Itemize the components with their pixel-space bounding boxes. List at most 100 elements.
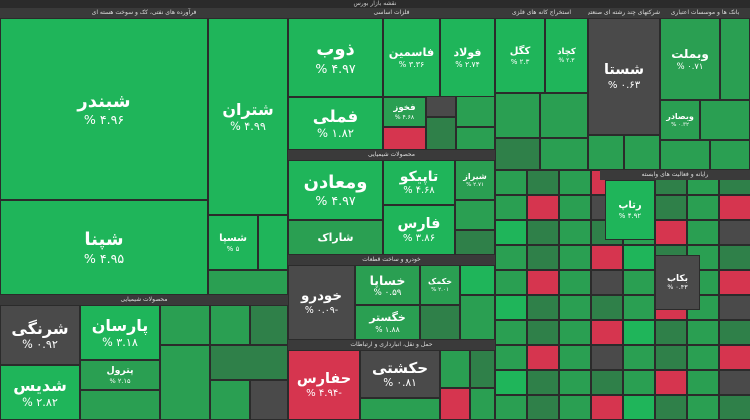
tile-symbol: فخوز	[393, 103, 416, 114]
tile-change: ۰.۹۲ %	[22, 338, 58, 352]
stock-tile	[420, 305, 460, 340]
stock-tile	[591, 370, 623, 395]
stock-tile: شسپا ۵ %	[208, 215, 258, 270]
stock-tile	[719, 220, 750, 245]
stock-tile	[527, 220, 559, 245]
stock-tile	[455, 200, 495, 230]
stock-tile	[527, 245, 559, 270]
stock-tile	[527, 270, 559, 295]
tile-symbol: شپنا	[84, 229, 124, 251]
stock-tile: وبملت ۰.۷۱ %	[660, 18, 720, 100]
stock-tile	[623, 395, 655, 420]
stock-tile	[210, 380, 250, 420]
stock-tile	[426, 117, 456, 150]
stock-tile	[460, 265, 495, 295]
stock-tile	[720, 18, 750, 100]
stock-tile	[208, 270, 288, 295]
tile-symbol: فاسمین	[388, 45, 435, 60]
tile-symbol: شاراک	[317, 230, 354, 244]
stock-tile: ومعادن ۴.۹۷ %	[288, 160, 383, 220]
stock-tile	[527, 195, 559, 220]
stock-tile	[687, 345, 719, 370]
stock-tile	[591, 345, 623, 370]
stock-tile: رتاپ ۴.۹۲ %	[605, 180, 655, 240]
stock-tile	[495, 295, 527, 320]
stock-tile: شبندر ۴.۹۶ %	[0, 18, 208, 200]
stock-tile	[527, 370, 559, 395]
stock-tile	[719, 395, 750, 420]
stock-tile: شیراز ۲.۷۱ %	[455, 160, 495, 200]
tile-change: ۴.۹۷ %	[315, 193, 356, 209]
stock-tile	[655, 195, 687, 220]
stock-tile	[258, 215, 288, 270]
tile-symbol: خگستر	[369, 311, 406, 325]
sector-header: حمل و نقل، انبارداری و ارتباطات	[288, 340, 495, 350]
stock-tile	[559, 395, 591, 420]
stock-tile: شاراک	[288, 220, 383, 255]
stock-tile	[719, 270, 750, 295]
stock-tile: شتران ۴.۹۹ %	[208, 18, 288, 215]
stock-tile: کچاد ۲.۳ %	[545, 18, 588, 93]
tile-symbol: کچاد	[557, 46, 576, 57]
tile-change: ۲.۷۴ %	[455, 59, 480, 69]
tile-change: ۰.۸۱ %	[383, 377, 417, 389]
stock-tile	[80, 390, 160, 420]
stock-tile	[559, 345, 591, 370]
stock-tile	[455, 230, 495, 255]
tile-change: ۰.۵۹ %	[373, 287, 402, 298]
stock-tile	[527, 295, 559, 320]
stock-tile: ذوب ۴.۹۷ %	[288, 18, 383, 97]
tile-change: ۰.۶۳ %	[607, 79, 641, 91]
stock-tile: خگستر ۱.۸۸ %	[355, 305, 420, 340]
tile-symbol: ومعادن	[303, 171, 368, 193]
stock-tile	[559, 295, 591, 320]
tile-change: ۲.۷۱ %	[466, 181, 484, 188]
tile-symbol: وبصادر	[666, 112, 694, 122]
tile-change: ۴.۶۸ %	[403, 185, 435, 197]
stock-tile	[687, 195, 719, 220]
tile-symbol: فارس	[397, 215, 441, 232]
tile-change: ۴.۹۲ %	[618, 212, 642, 220]
stock-tile	[559, 220, 591, 245]
sector-header: بانک ها و موسسات اعتباری	[660, 8, 750, 18]
stock-tile: پارسان ۳.۱۸ %	[80, 305, 160, 360]
tile-symbol: شستا	[603, 62, 645, 79]
stock-tile	[655, 370, 687, 395]
tile-change: ۲.۳ %	[510, 57, 530, 66]
stock-tile	[460, 295, 495, 340]
tile-change: ۴.۹۹ %	[230, 119, 266, 133]
tile-symbol: شرنگی	[11, 318, 69, 338]
tile-change: ۰.۷۱ %	[676, 61, 704, 72]
sector-header: شرکتهای چند رشته ای صنعتی	[588, 8, 660, 18]
stock-tile	[623, 370, 655, 395]
tile-change: -۰.۰۹ %	[304, 305, 339, 317]
stock-tile: حکشتی ۰.۸۱ %	[360, 350, 440, 398]
stock-tile	[700, 100, 750, 140]
stock-tile	[559, 320, 591, 345]
stock-tile	[210, 345, 288, 380]
tile-change: -۴.۹۴ %	[306, 388, 342, 400]
stock-tile	[655, 320, 687, 345]
tile-change: ۰.۳۲ %	[671, 121, 689, 128]
stock-tile: وبصادر ۰.۳۲ %	[660, 100, 700, 140]
stock-tile	[719, 370, 750, 395]
stock-tile: پترول ۲.۱۵ %	[80, 360, 160, 390]
stock-tile	[559, 245, 591, 270]
stock-tile	[710, 140, 750, 170]
stock-tile	[210, 305, 250, 345]
stock-tile	[495, 195, 527, 220]
sector-header: محصولات شیمیایی	[0, 295, 288, 305]
stock-tile	[623, 245, 655, 270]
stock-tile	[527, 320, 559, 345]
stock-tile	[559, 170, 591, 195]
stock-tile: شستا ۰.۶۳ %	[588, 18, 660, 135]
tile-change: ۳.۸۶ %	[402, 233, 436, 245]
tile-symbol: شدیس	[13, 376, 67, 396]
stock-tile	[540, 138, 588, 170]
tile-symbol: فملی	[312, 106, 359, 126]
tile-symbol: بکاب	[666, 273, 689, 284]
tile-symbol: تاپیکو	[399, 168, 439, 185]
stock-tile	[360, 398, 440, 420]
tile-change: ۴.۹۷ %	[315, 60, 356, 76]
tile-change: ۴.۹۵ %	[83, 250, 125, 266]
